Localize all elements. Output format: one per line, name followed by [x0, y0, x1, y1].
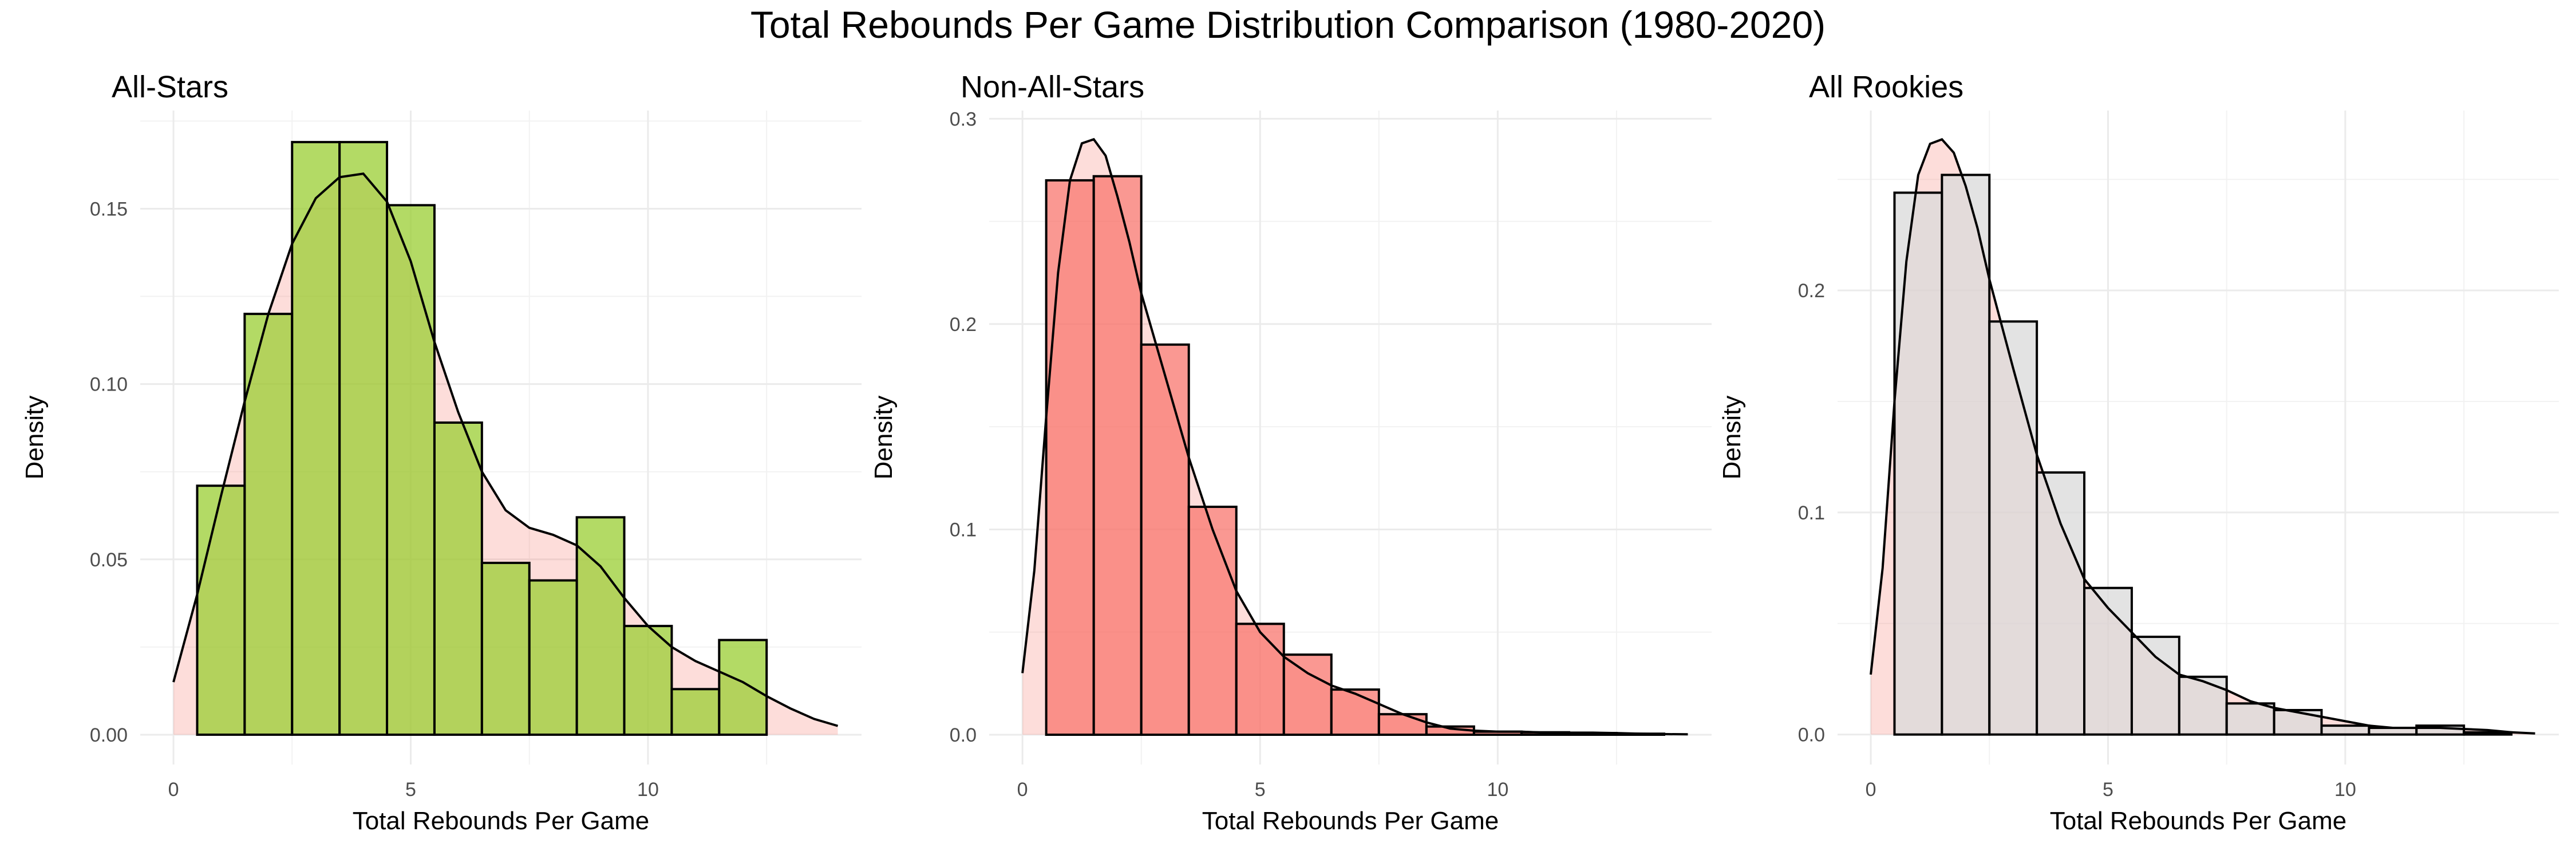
- histogram-bar: [1330, 688, 1380, 736]
- histogram-bar: [433, 421, 483, 736]
- histogram-bar: [2083, 586, 2133, 736]
- histogram-bar: [1893, 191, 1943, 736]
- x-axis-title: Total Rebounds Per Game: [1202, 807, 1499, 835]
- x-tick-label: 10: [2334, 779, 2356, 801]
- density-curve: [172, 172, 839, 727]
- x-tick-label: 0: [1866, 779, 1876, 801]
- panel-2: 0 5 10 0.0 0.1 0.2 0.3 Total Rebounds Per Game D…: [870, 70, 1712, 835]
- y-tick-label: 0.2: [1798, 280, 1825, 302]
- y-tick-label: 0.0: [950, 724, 977, 746]
- figure-title: Total Rebounds Per Game Distribution Com…: [750, 3, 1826, 46]
- y-tick-label: 0.15: [90, 198, 128, 220]
- histogram-bar: [1235, 622, 1285, 736]
- panel-title: All-Stars: [112, 70, 228, 104]
- x-axis-title: Total Rebounds Per Game: [353, 807, 650, 835]
- histogram-bar: [718, 639, 768, 736]
- histogram-bar: [2178, 675, 2228, 736]
- histogram-bar: [2225, 702, 2275, 736]
- histogram-bar: [670, 688, 721, 736]
- y-tick-label: 0.0: [1798, 724, 1825, 746]
- y-tick-label: 0.10: [90, 374, 128, 396]
- histogram-bar: [1941, 174, 1991, 736]
- y-tick-label: 0.1: [1798, 502, 1825, 524]
- x-tick-label: 5: [2103, 779, 2113, 801]
- panel-title: Non-All-Stars: [961, 70, 1144, 104]
- histogram-bar: [1187, 506, 1238, 736]
- histogram-bar: [480, 561, 531, 736]
- histogram-bar: [1092, 175, 1143, 736]
- density-curve: [1870, 138, 2535, 735]
- x-tick-label: 10: [637, 779, 659, 801]
- y-tick-label: 0.3: [950, 108, 977, 130]
- histogram-bar: [1045, 179, 1095, 736]
- histogram-bar: [2320, 724, 2370, 736]
- histogram-bar: [1140, 343, 1190, 736]
- histogram-bar: [1377, 713, 1428, 736]
- histogram-bar: [623, 625, 673, 736]
- histogram-bar: [528, 579, 578, 736]
- y-tick-label: 0.05: [90, 549, 128, 571]
- histogram-bar: [338, 141, 389, 736]
- x-tick-label: 10: [1487, 779, 1508, 801]
- y-axis-title: Density: [870, 396, 898, 480]
- histogram-bar: [386, 204, 436, 736]
- histogram-bar: [1282, 653, 1333, 736]
- y-tick-label: 0.1: [950, 519, 977, 541]
- histogram-bar: [196, 484, 246, 736]
- histogram-bar: [575, 516, 626, 736]
- histogram-bar: [2273, 708, 2323, 736]
- y-axis-title: Density: [21, 396, 49, 480]
- y-axis-title: Density: [1718, 396, 1746, 480]
- x-tick-label: 5: [1255, 779, 1266, 801]
- histogram-bar: [2036, 471, 2086, 736]
- panel-1: 0 5 10 0.00 0.05 0.10 0.15 Total Rebounds Per G…: [21, 70, 862, 835]
- panel-3: 0 5 10 0.0 0.1 0.2 Total Rebounds Per Game Dens…: [1718, 70, 2559, 835]
- y-tick-label: 0.2: [950, 314, 977, 336]
- histogram-bar: [2130, 636, 2180, 736]
- histogram-bar: [1988, 320, 2038, 736]
- x-tick-label: 5: [405, 779, 416, 801]
- histogram-bar: [291, 141, 341, 736]
- y-tick-label: 0.00: [90, 724, 128, 746]
- density-curve: [1021, 137, 1688, 736]
- panel-title: All Rookies: [1809, 70, 1963, 104]
- x-tick-label: 0: [168, 779, 179, 801]
- x-axis-title: Total Rebounds Per Game: [2050, 807, 2347, 835]
- x-tick-label: 0: [1017, 779, 1028, 801]
